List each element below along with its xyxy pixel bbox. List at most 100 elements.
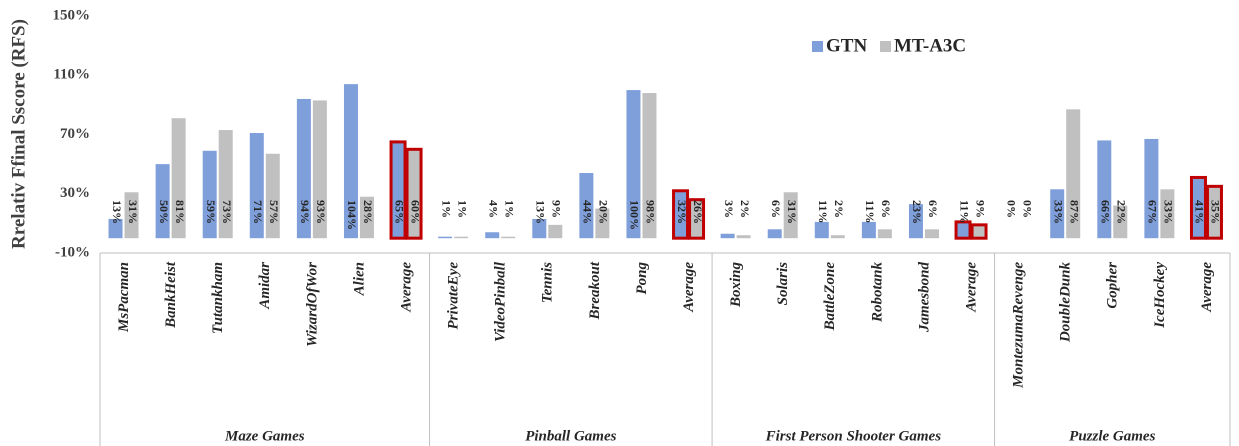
- bar: [124, 192, 139, 239]
- bar: [830, 235, 845, 239]
- bar: [908, 204, 923, 239]
- bar: [532, 218, 547, 239]
- bar: [1113, 205, 1128, 239]
- value-label: 1%: [502, 200, 516, 218]
- group-label: Maze Games: [224, 428, 305, 444]
- value-label: 1%: [439, 200, 453, 218]
- y-tick-label: 150%: [53, 7, 91, 23]
- value-label: 31%: [126, 200, 140, 224]
- value-label: 2%: [738, 200, 752, 218]
- y-tick-label: 70%: [60, 126, 90, 142]
- x-tick-label: Amidar: [257, 262, 273, 310]
- value-label: 104%: [345, 200, 359, 230]
- value-label: 98%: [644, 200, 658, 224]
- x-tick-label: MsPacman: [116, 262, 132, 333]
- group-label: Pinball Games: [525, 428, 616, 444]
- value-label: 4%: [486, 200, 500, 218]
- bar: [814, 221, 829, 239]
- value-label: 59%: [204, 200, 218, 224]
- value-label: 11%: [816, 200, 830, 223]
- value-label: 6%: [769, 200, 783, 218]
- bar: [1144, 138, 1159, 239]
- legend-swatch: [880, 41, 891, 52]
- value-label: 13%: [534, 200, 548, 224]
- value-label: 32%: [675, 200, 689, 224]
- bar: [767, 229, 782, 239]
- value-label: 0%: [1004, 200, 1018, 218]
- value-label: 93%: [314, 200, 328, 224]
- value-label: 44%: [581, 200, 595, 224]
- value-label: 35%: [1209, 200, 1223, 224]
- bar: [171, 118, 186, 239]
- y-tick-label: 30%: [60, 185, 90, 201]
- value-label: 20%: [597, 200, 611, 224]
- value-label: 57%: [267, 200, 281, 224]
- bar: [454, 236, 469, 239]
- x-tick-label: Breakout: [587, 261, 603, 320]
- value-label: 11%: [957, 200, 971, 223]
- legend-label: GTN: [826, 35, 867, 56]
- bar: [1097, 140, 1112, 239]
- value-label: 28%: [361, 200, 375, 224]
- x-tick-label: Average: [963, 262, 979, 313]
- bar: [595, 208, 610, 239]
- y-axis-title: Rrelativ Ffinal Sscore (RFS): [8, 19, 29, 249]
- bar: [1205, 184, 1223, 240]
- bar: [736, 235, 751, 239]
- value-label: 73%: [220, 200, 234, 224]
- bar: [548, 224, 563, 239]
- bar: [877, 229, 892, 239]
- x-tick-label: Average: [398, 262, 414, 313]
- bar: [642, 93, 657, 239]
- bar: [405, 147, 423, 240]
- bar: [218, 130, 233, 239]
- y-tick-label: 110%: [53, 67, 90, 83]
- value-label: 65%: [392, 200, 406, 224]
- bar: [265, 153, 280, 239]
- value-label: 67%: [1146, 200, 1160, 224]
- bar: [1066, 109, 1081, 239]
- x-tick-label: BattleZone: [822, 262, 838, 332]
- bar: [954, 220, 972, 240]
- value-label: 9%: [973, 200, 987, 218]
- bar: [202, 150, 217, 239]
- value-label: 60%: [408, 200, 422, 224]
- bar: [389, 140, 407, 240]
- x-tick-label: Jamesbond: [916, 262, 932, 334]
- value-label: 23%: [910, 200, 924, 224]
- legend-label: MT-A3C: [894, 35, 966, 56]
- value-label: 11%: [863, 200, 877, 223]
- y-tick-label: -10%: [55, 244, 90, 260]
- value-label: 66%: [1099, 200, 1113, 224]
- value-label: 1%: [455, 200, 469, 218]
- bar: [296, 98, 311, 239]
- bar: [438, 236, 453, 239]
- x-tick-label: BankHeist: [163, 261, 179, 329]
- x-tick-label: Tutankham: [210, 262, 226, 334]
- legend-swatch: [812, 41, 823, 52]
- x-tick-label: Alien: [351, 262, 367, 296]
- bar: [970, 223, 988, 240]
- value-label: 81%: [173, 200, 187, 224]
- bar: [688, 198, 706, 240]
- bar: [485, 232, 500, 239]
- value-label: 22%: [1115, 200, 1129, 224]
- bar: [924, 229, 939, 239]
- bar: [626, 90, 641, 239]
- x-tick-label: DoubleDunk: [1058, 262, 1074, 344]
- x-tick-label: Gopher: [1105, 262, 1121, 309]
- value-label: 31%: [785, 200, 799, 224]
- value-label: 33%: [1051, 200, 1065, 224]
- value-label: 94%: [298, 200, 312, 224]
- value-label: 50%: [157, 200, 171, 224]
- x-tick-label: MontezumaRevenge: [1011, 262, 1027, 389]
- group-label: Puzzle Games: [1069, 428, 1155, 444]
- bar: [155, 164, 170, 239]
- value-label: 26%: [691, 200, 705, 224]
- value-label: 6%: [879, 200, 893, 218]
- x-tick-label: Robotank: [869, 262, 885, 324]
- x-tick-label: Solaris: [775, 262, 791, 306]
- value-label: 100%: [628, 200, 642, 230]
- group-label: First Person Shooter Games: [765, 428, 942, 444]
